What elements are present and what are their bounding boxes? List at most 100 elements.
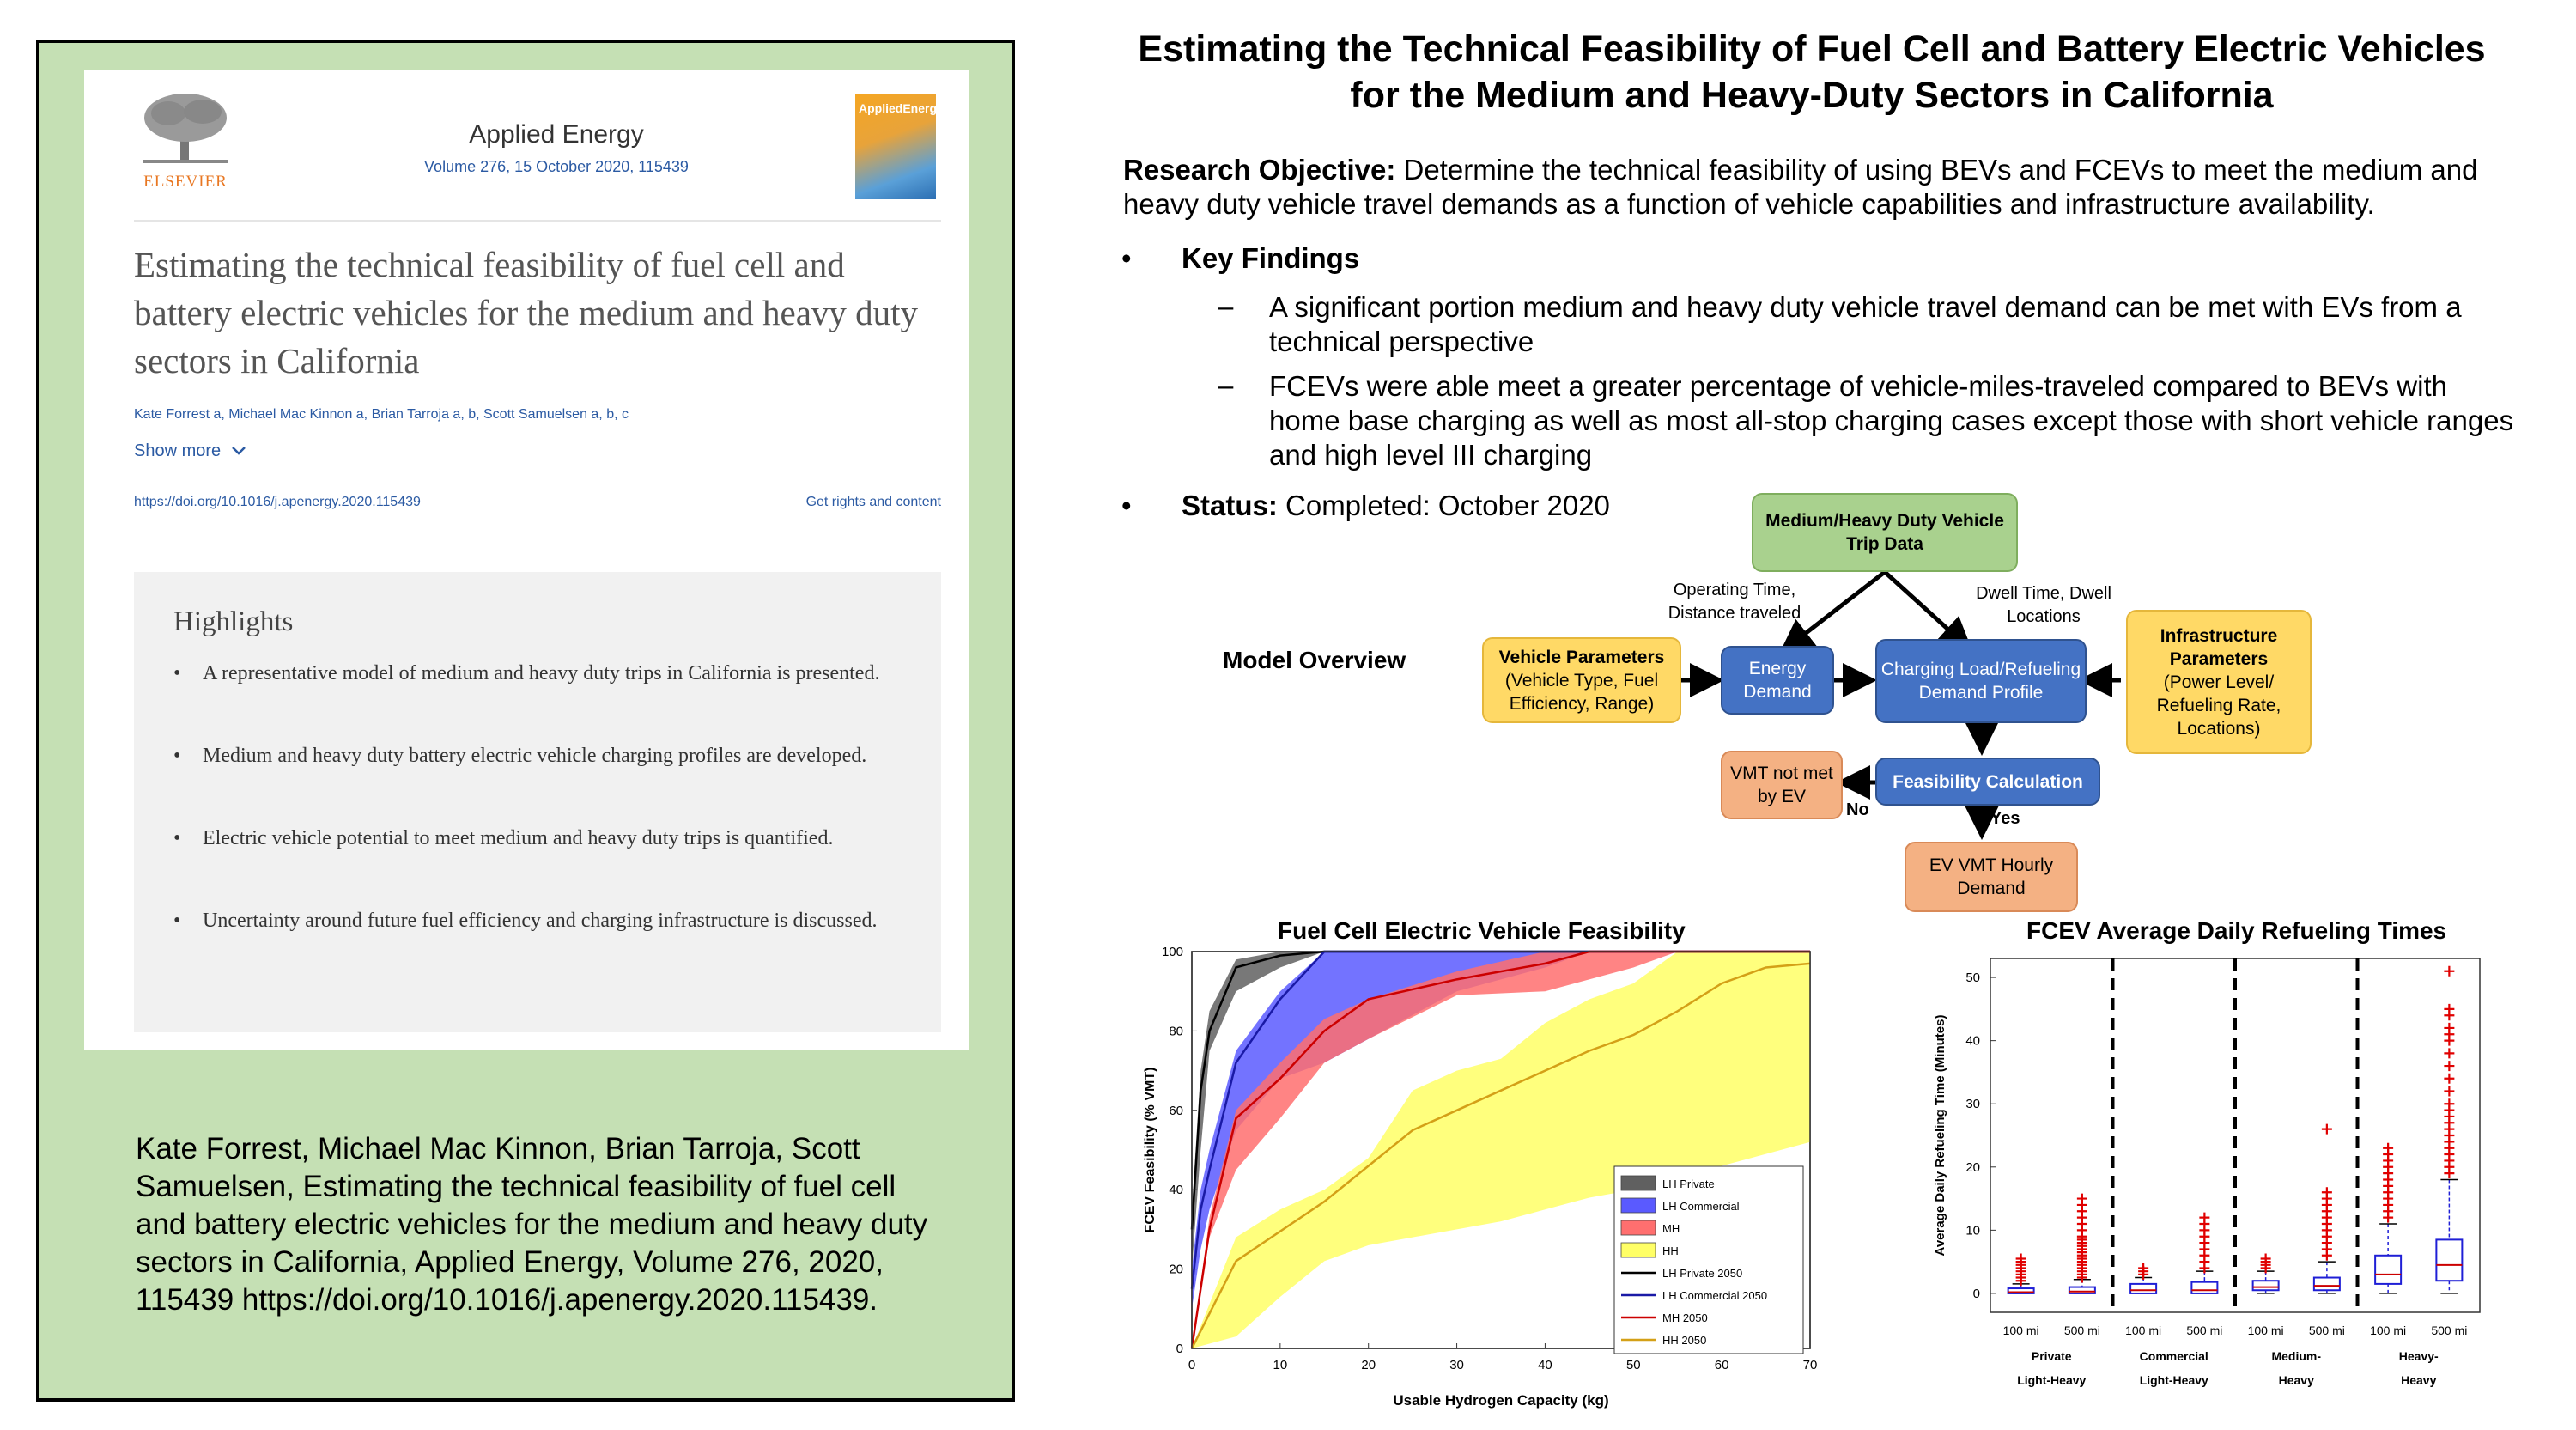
outlier-marker	[2444, 1022, 2455, 1033]
y-tick-label: 30	[1965, 1097, 1980, 1111]
vehicle-parameters-node: Vehicle Parameters (Vehicle Type, Fuel Ef…	[1482, 637, 1681, 723]
doi-link[interactable]: https://doi.org/10.1016/j.apenergy.2020.…	[134, 495, 421, 509]
legend-swatch	[1620, 1220, 1656, 1236]
show-more-button[interactable]: Show more	[134, 441, 246, 461]
legend-entry: LH Private	[1662, 1177, 1715, 1190]
outlier-marker	[2383, 1142, 2394, 1153]
box	[2068, 1286, 2096, 1294]
refueling-times-chart: 0 10 20 30 40 50 100 mi 500 mi 100 mi 500 mi 100 m…	[1933, 958, 2481, 1387]
dash-icon: –	[1218, 369, 1234, 401]
box	[2251, 1280, 2280, 1292]
box	[2374, 1254, 2403, 1285]
box	[2435, 1238, 2464, 1282]
box	[2312, 1276, 2341, 1292]
y-tick-label: 80	[1169, 1024, 1183, 1038]
yes-label: Yes	[1990, 809, 2020, 828]
ev-vmt-node: EV VMT Hourly Demand	[1905, 842, 2078, 912]
bullet-icon: •	[1121, 242, 1132, 274]
y-axis-label: Average Daily Refueling Time (Minutes)	[1933, 1015, 1947, 1257]
group-label: Heavy	[2401, 1373, 2436, 1387]
outlier-marker	[2321, 1123, 2332, 1135]
page-title: Estimating the Technical Feasibility of …	[1138, 28, 2486, 116]
y-axis-label: FCEV Feasibility (% VMT)	[1143, 1068, 1157, 1233]
status-text: Completed: October 2020	[1277, 490, 1610, 521]
outlier-marker	[2260, 1253, 2271, 1264]
y-tick-label: 40	[1965, 1034, 1980, 1049]
y-tick-label: 100	[1162, 945, 1183, 959]
outlier-marker	[2321, 1187, 2332, 1198]
y-tick-label: 20	[1965, 1160, 1980, 1175]
finding-item: FCEVs were able meet a greater percentag…	[1269, 370, 2514, 471]
highlight-item: • A representative model of medium and he…	[173, 658, 912, 690]
arrow-trip-to-charging	[1883, 570, 1973, 652]
rights-link[interactable]: Get rights and content	[805, 495, 941, 509]
status-label: Status:	[1182, 490, 1278, 521]
x-tick-label: 20	[1361, 1358, 1376, 1372]
publisher-name: ELSEVIER	[143, 173, 228, 191]
bullet-icon: •	[173, 827, 181, 849]
research-objective: Research Objective: Determine the techni…	[1123, 153, 2514, 222]
elsevier-logo: ELSEVIER	[134, 88, 237, 192]
dash-icon: –	[1218, 290, 1234, 322]
journal-name[interactable]: Applied Energy	[469, 120, 644, 149]
highlights-heading: Highlights	[173, 606, 294, 637]
y-tick-label: 0	[1176, 1342, 1183, 1356]
refueling-times-chart-title: FCEV Average Daily Refueling Times	[2026, 917, 2447, 944]
band-mh	[1192, 952, 1810, 1348]
vehicle-params-title: Vehicle Parameters	[1498, 647, 1665, 667]
plot-frame	[1191, 951, 1811, 1349]
operating-time-label: Operating Time, Distance traveled	[1668, 581, 1801, 623]
x-tick-label: 50	[1626, 1358, 1641, 1372]
highlight-item: • Electric vehicle potential to meet medi…	[173, 823, 912, 855]
legend-swatch	[1620, 1197, 1656, 1214]
category-label: 100 mi	[2125, 1324, 2161, 1337]
y-tick-label: 50	[1965, 971, 1980, 985]
author-list[interactable]: Kate Forrest a, Michael Mac Kinnon a, Br…	[134, 407, 629, 422]
journal-volume[interactable]: Volume 276, 15 October 2020, 115439	[424, 158, 689, 175]
legend-entry: LH Commercial	[1662, 1200, 1740, 1213]
objective-text: Determine the technical feasibility of u…	[1123, 154, 2478, 220]
legend-entry: MH 2050	[1662, 1311, 1708, 1324]
elsevier-tree-icon	[143, 94, 228, 163]
fcev-feasibility-chart: 0 10 20 30 40 50 60 70 0 20 40 60 80 100 Usable Hydrog…	[1143, 945, 1817, 1409]
highlight-item: • Medium and heavy duty battery electric …	[173, 740, 912, 772]
outlier-marker	[2444, 1061, 2455, 1072]
category-label: 100 mi	[2248, 1324, 2284, 1337]
plot-area	[1990, 958, 2481, 1313]
trip-data-node: Medium/Heavy Duty Vehicle Trip Data	[1752, 493, 2018, 572]
objective-label: Research Objective:	[1123, 154, 1396, 186]
legend-entry: LH Commercial 2050	[1662, 1289, 1767, 1302]
box	[2007, 1287, 2035, 1294]
outlier-marker	[2138, 1263, 2149, 1274]
infra-params-title: Infrastructure Parameters	[2160, 625, 2278, 669]
x-tick-label: 60	[1715, 1358, 1729, 1372]
highlight-item: • Uncertainty around future fuel efficien…	[173, 905, 912, 937]
highlight-text: Uncertainty around future fuel efficienc…	[203, 910, 878, 932]
outlier-marker	[2444, 965, 2455, 977]
y-tick-label: 10	[1965, 1223, 1980, 1238]
group-label: Light-Heavy	[2017, 1373, 2086, 1387]
feasibility-calculation-node: Feasibility Calculation	[1875, 758, 2100, 806]
group-label: Private	[2032, 1349, 2072, 1363]
highlight-text: Electric vehicle potential to meet mediu…	[203, 827, 834, 849]
box	[2129, 1282, 2158, 1294]
finding-item: A significant portion medium and heavy d…	[1269, 291, 2462, 357]
bullet-icon: •	[1121, 490, 1132, 521]
bullet-icon: •	[173, 662, 181, 685]
group-label: Heavy-	[2399, 1349, 2439, 1363]
x-tick-label: 30	[1449, 1358, 1464, 1372]
legend-entry: HH 2050	[1662, 1334, 1706, 1347]
group-label: Commercial	[2140, 1349, 2208, 1363]
legend-swatch	[1620, 1242, 1656, 1258]
outlier-marker	[2444, 1003, 2455, 1014]
category-label: 100 mi	[2370, 1324, 2406, 1337]
box	[2190, 1281, 2219, 1294]
band-hh	[1192, 952, 1810, 1348]
paper-title: Estimating the technical feasibility of …	[134, 245, 919, 380]
key-findings-heading: Key Findings	[1182, 242, 1360, 274]
category-label: 500 mi	[2309, 1324, 2345, 1337]
vmt-not-met-node: VMT not met by EV	[1721, 751, 1843, 819]
highlight-text: A representative model of medium and hea…	[203, 662, 880, 685]
model-overview-label: Model Overview	[1223, 647, 1406, 673]
group-label: Light-Heavy	[2140, 1373, 2208, 1387]
